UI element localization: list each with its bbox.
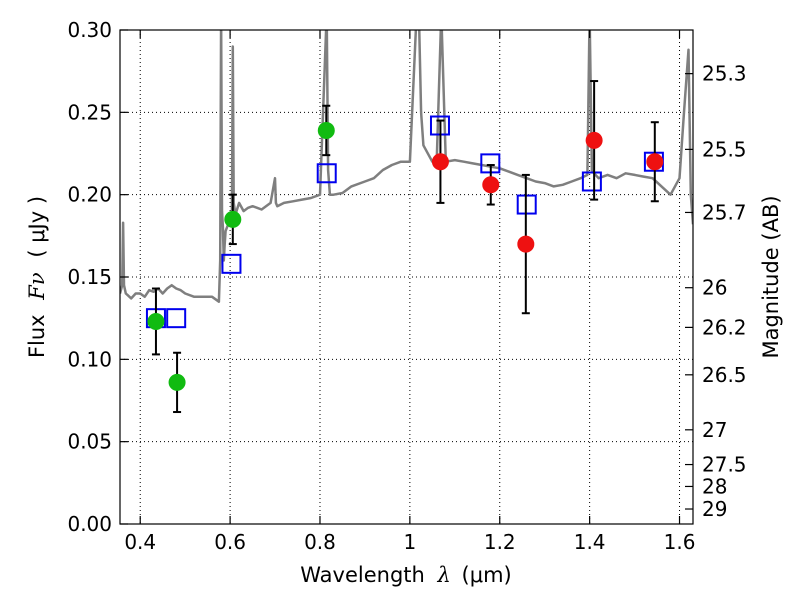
y-tick-label: 0.30 — [67, 18, 112, 42]
model-square — [316, 163, 337, 184]
model-square — [221, 253, 242, 274]
right-tick-label: 26.5 — [702, 363, 747, 387]
green-data-point — [317, 121, 335, 139]
y-tick-label: 0.15 — [67, 265, 112, 289]
red-data-point — [431, 153, 449, 171]
y-tick-label: 0.05 — [67, 430, 112, 454]
red-data-point — [585, 131, 603, 149]
right-tick-label: 29 — [702, 497, 727, 521]
x-tick-label: 1.6 — [664, 530, 696, 554]
x-tick-label: 1.4 — [574, 530, 606, 554]
right-axis-title: Magnitude (AB) — [759, 195, 783, 358]
axes: 0.4 0.6 0.8 1 1.2 1.4 1.6 0.00 0.05 0.10 0.15 0.20 0… — [67, 18, 746, 554]
y-tick-label: 0.00 — [67, 512, 112, 536]
right-tick-label: 25.3 — [702, 62, 747, 86]
right-tick-label: 26 — [702, 276, 727, 300]
x-tick-label: 0.8 — [304, 530, 336, 554]
x-axis-title: Wavelength λ (μm) — [300, 563, 511, 587]
right-tick-label: 25.7 — [702, 200, 747, 224]
right-tick-label: 27 — [702, 418, 727, 442]
x-tick-label: 1.2 — [484, 530, 516, 554]
right-tick-label: 28 — [702, 474, 727, 498]
red-data-point — [482, 176, 500, 194]
grid — [120, 29, 693, 525]
x-tick-label: 1 — [404, 530, 417, 554]
spectrum-line — [120, 30, 693, 303]
x-tick-label: 0.6 — [214, 530, 246, 554]
red-data-point — [517, 235, 535, 253]
green-data-point — [224, 210, 242, 228]
right-tick-label: 26.2 — [702, 315, 747, 339]
y-tick-label: 0.10 — [67, 347, 112, 371]
green-data-point — [168, 373, 186, 391]
right-tick-label: 27.5 — [702, 453, 747, 477]
x-tick-label: 0.4 — [124, 530, 156, 554]
plot-frame — [119, 29, 694, 525]
y-axis-title: Flux Fν ( μJy ) — [25, 196, 49, 358]
right-tick-label: 25.5 — [702, 137, 747, 161]
red-data-point — [646, 153, 664, 171]
y-tick-label: 0.20 — [67, 183, 112, 207]
y-tick-label: 0.25 — [67, 100, 112, 124]
model-square — [581, 171, 602, 192]
green-data-point — [147, 312, 165, 330]
model-square — [166, 308, 187, 329]
plot-area — [120, 30, 693, 414]
